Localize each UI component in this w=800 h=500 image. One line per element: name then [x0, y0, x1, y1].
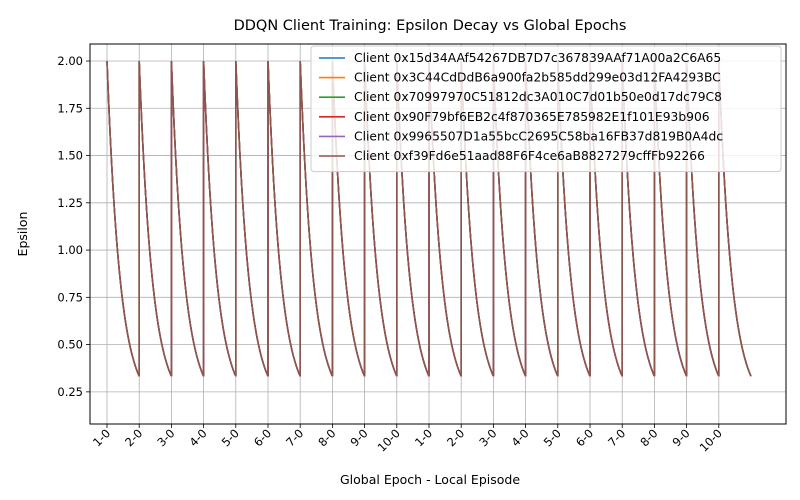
plot-area — [106, 60, 752, 377]
legend-label: Client 0x15d34AAf54267DB7D7c367839AAf71A… — [354, 51, 721, 65]
y-tick-label: 0.50 — [57, 338, 83, 352]
series-line — [106, 60, 752, 377]
legend-label: Client 0x70997970C51812dc3A010C7d01b50e0… — [354, 90, 722, 104]
plot-frame — [89, 43, 787, 425]
legend-box — [310, 45, 782, 173]
y-tick-label: 1.75 — [57, 101, 83, 115]
y-axis-label: Epsilon — [15, 212, 30, 257]
y-tick-label: 0.25 — [57, 385, 83, 399]
legend-label: Client 0x3C44CdDdB6a900fa2b585dd299e03d1… — [354, 71, 721, 85]
y-tick-label: 2.00 — [57, 54, 83, 68]
legend-label: Client 0x9965507D1a55bcC2695C58ba16FB37d… — [354, 129, 723, 143]
y-tick-label: 1.00 — [57, 243, 83, 257]
legend-label: Client 0xf39Fd6e51aad88F6F4ce6aB8827279c… — [354, 149, 705, 163]
y-axis: 0.25 0.50 0.75 1.00 1.25 1.50 1.75 2.00 — [57, 54, 90, 399]
chart-title: DDQN Client Training: Epsilon Decay vs G… — [234, 18, 627, 34]
y-tick-label: 0.75 — [57, 290, 83, 304]
legend: Client 0x15d34AAf54267DB7D7c367839AAf71A… — [310, 45, 782, 173]
x-axis-label: Global Epoch - Local Episode — [340, 472, 520, 487]
y-tick-label: 1.25 — [57, 196, 83, 210]
y-tick-label: 1.50 — [57, 149, 83, 163]
legend-label: Client 0x90F79bf6EB2c4f870365E785982E1f1… — [354, 110, 710, 124]
